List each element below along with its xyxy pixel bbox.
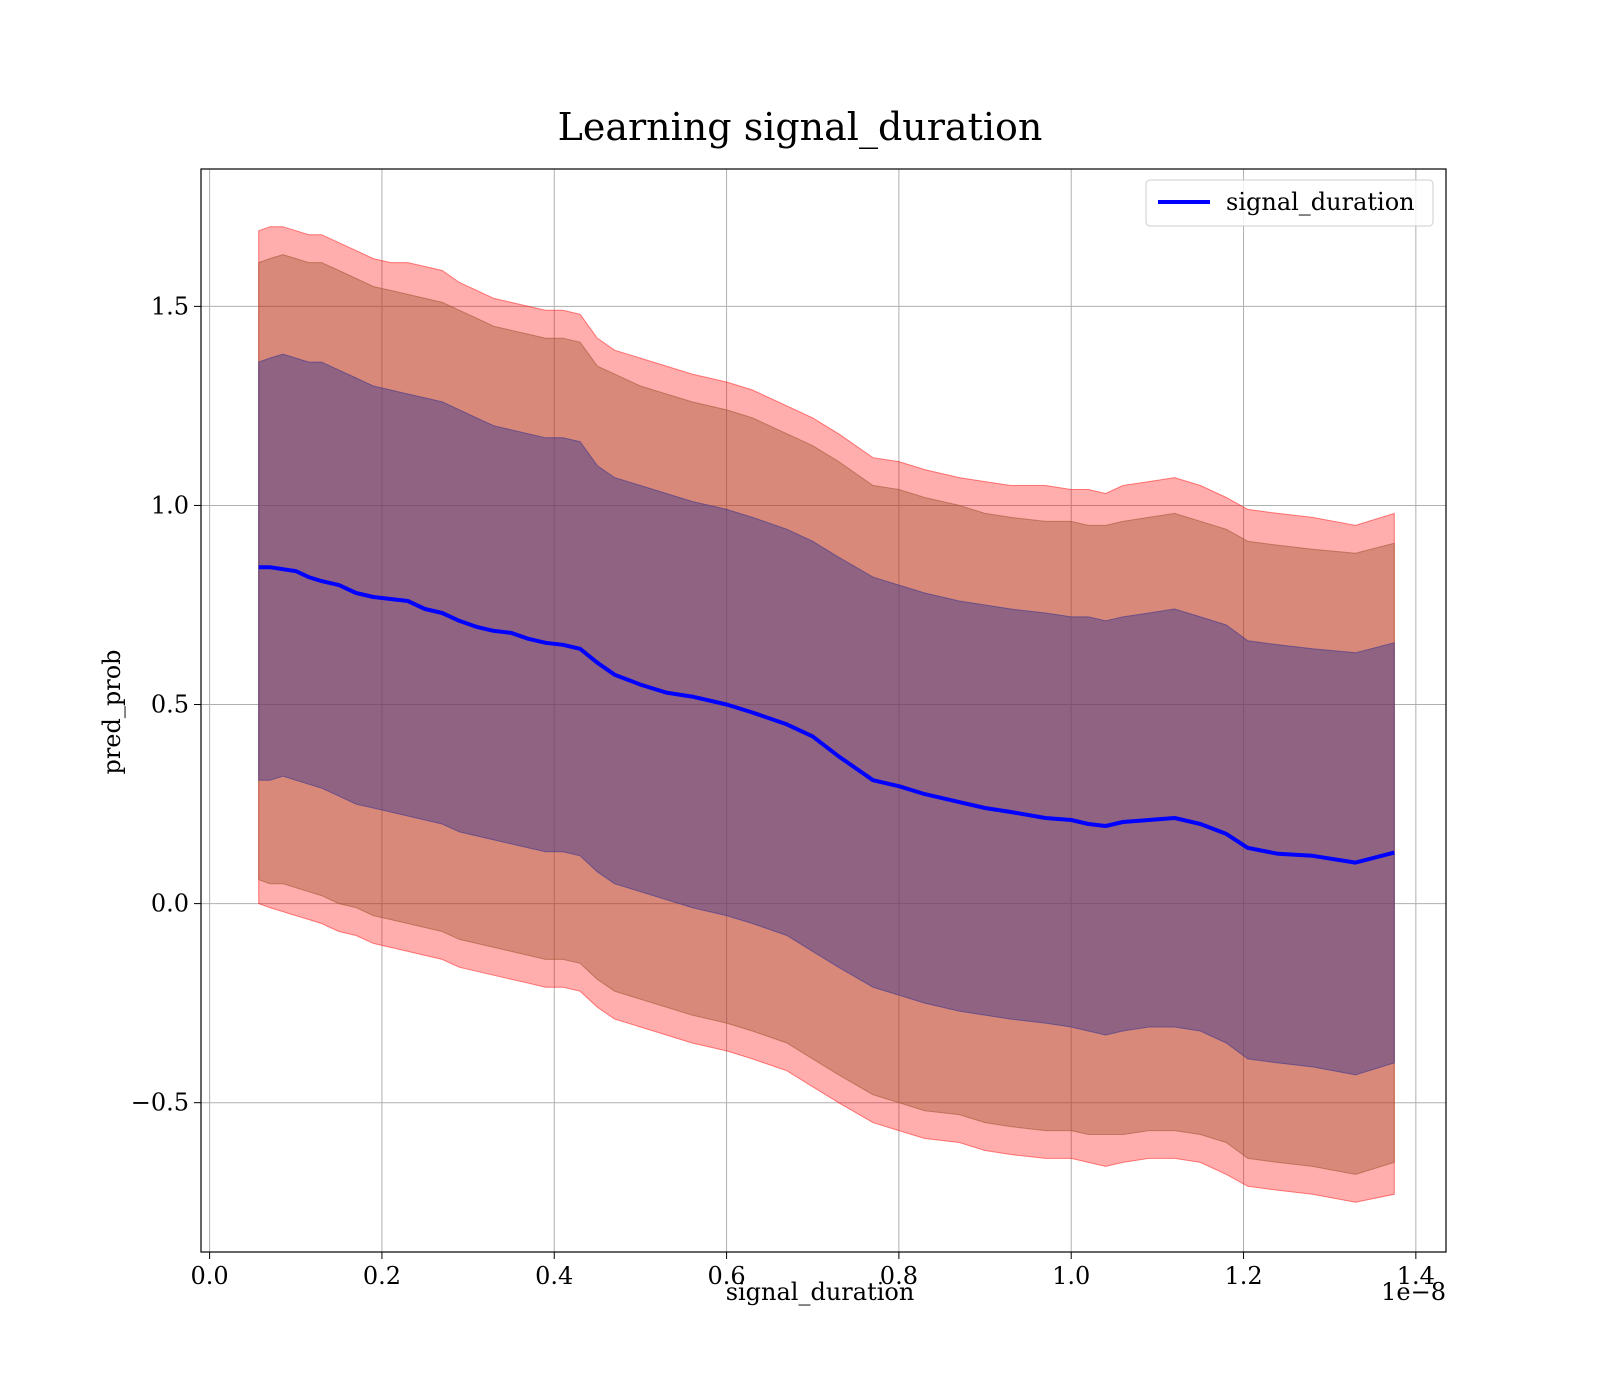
chart-title: Learning signal_duration [558,105,1043,150]
legend-label: signal_duration [1226,188,1415,216]
inner-band-area [258,353,1395,1076]
x-tick-label: 1.4 [1397,1262,1435,1290]
legend-box [1145,179,1434,227]
y-tick-label: −0.5 [131,1089,189,1117]
x-tick-label: 1.0 [1052,1262,1090,1290]
x-offset-label: 1e−8 [1381,1278,1446,1306]
y-tick-label: 1.0 [151,491,189,519]
y-tick-label: 1.5 [151,292,189,320]
bands [258,226,1395,1203]
y-tick-label: 0.0 [151,890,189,918]
x-axis-label: signal_duration [726,1278,915,1306]
mean-line [258,565,1395,865]
x-tick-label: 0.2 [363,1262,401,1290]
x-ticks: 0.0 0.2 0.4 0.6 0.8 1.0 1.2 1.4 [191,1252,1435,1290]
y-ticks: −0.5 0.0 0.5 1.0 1.5 [131,292,201,1117]
x-tick-label: 0.4 [535,1262,573,1290]
line-layer [258,565,1395,865]
y-tick-label: 0.5 [151,691,189,719]
x-tick-label: 0.8 [880,1262,918,1290]
x-tick-label: 1.2 [1224,1262,1262,1290]
x-tick-label: 0.0 [191,1262,229,1290]
x-tick-label: 0.6 [707,1262,745,1290]
legend: signal_duration [1145,179,1434,227]
y-axis-label: pred_prob [98,649,126,774]
plot-frame [200,168,1447,1253]
